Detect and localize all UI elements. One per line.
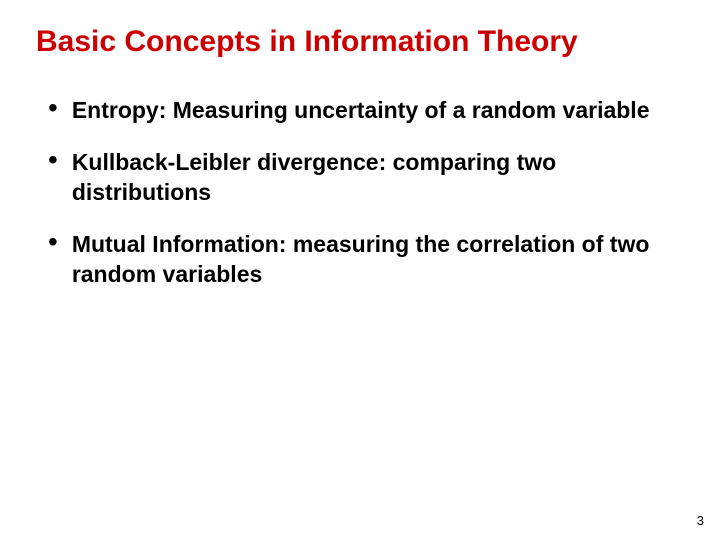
slide-container: Basic Concepts in Information Theory • E…	[0, 0, 720, 540]
list-item: • Mutual Information: measuring the corr…	[48, 230, 684, 290]
bullet-text: Mutual Information: measuring the correl…	[72, 230, 684, 290]
list-item: • Kullback-Leibler divergence: comparing…	[48, 148, 684, 208]
bullet-dot-icon: •	[48, 94, 58, 122]
bullet-dot-icon: •	[48, 146, 58, 174]
bullet-text: Kullback-Leibler divergence: comparing t…	[72, 148, 684, 208]
bullet-text: Entropy: Measuring uncertainty of a rand…	[72, 96, 650, 126]
list-item: • Entropy: Measuring uncertainty of a ra…	[48, 96, 684, 126]
bullet-list: • Entropy: Measuring uncertainty of a ra…	[36, 96, 684, 289]
page-number: 3	[697, 513, 704, 528]
slide-title: Basic Concepts in Information Theory	[36, 24, 684, 60]
bullet-dot-icon: •	[48, 228, 58, 256]
